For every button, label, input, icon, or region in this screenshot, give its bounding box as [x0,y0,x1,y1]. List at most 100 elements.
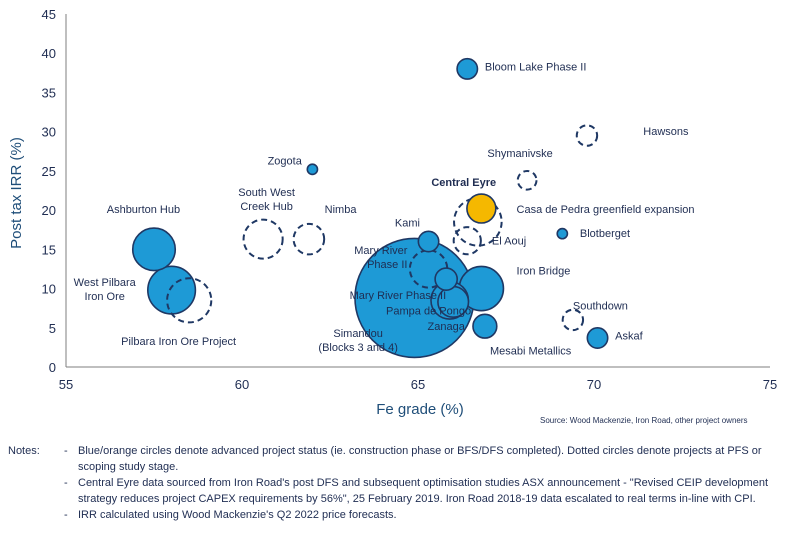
point-label-line: El Aouj [492,236,526,248]
point-label: Southdown [573,301,628,313]
point-labels: Bloom Lake Phase II Hawsons Zogota Shymaniv… [74,61,695,357]
point-label: West Pilbara Iron Ore [74,277,137,303]
y-tick-label: 15 [42,242,56,257]
point-label-line: Creek Hub [240,201,293,213]
point-label-line: Phase II [367,259,407,271]
point-label: Mesabi Metallics [490,345,572,357]
bubble-shymanivske-3 [516,169,538,191]
point-label: Bloom Lake Phase II [485,61,587,73]
point-label-line: Casa de Pedra greenfield expansion [517,204,695,216]
bubble-west-pilbara-iron-ore-15 [147,265,197,315]
note-dash: - [64,445,68,457]
bubble-hawsons-1 [575,124,599,147]
x-tick-label: 70 [587,377,601,392]
notes-list: - Blue/orange circles denote advanced pro… [64,443,794,523]
point-label: Iron Bridge [517,265,571,277]
point-label: Zanaga [428,321,466,333]
axes [65,14,770,368]
bubble-el-aouj-9 [452,226,482,256]
point-label-line: Blotberget [580,228,630,240]
point-label: Simandou (Blocks 3 and 4) [318,328,397,354]
point-label: Hawsons [643,126,689,138]
point-label: Central Eyre [431,177,496,189]
point-label: Nimba [325,204,358,216]
point-label-line: Kami [395,218,420,230]
source-note: Source: Wood Mackenzie, Iron Road, other… [540,416,748,425]
bubble-zogota-2 [306,163,319,176]
y-tick-label: 30 [42,125,56,140]
point-label-line: Nimba [325,204,358,216]
note-text: Blue/orange circles denote advanced proj… [78,445,762,473]
y-tick-label: 5 [49,321,56,336]
note-dash: - [64,509,68,521]
point-label-line: Askaf [615,331,643,343]
point-label: Ashburton Hub [107,204,180,216]
point-label-line: Mary River Phase II [350,290,447,302]
x-tick-label: 60 [235,377,249,392]
point-label: El Aouj [492,236,526,248]
tick-labels: 55 60 65 70 75 0 5 10 15 20 25 30 35 40 45 [42,7,778,392]
point-label-line: Central Eyre [431,177,496,189]
bubble-central-eyre-4 [466,193,497,224]
point-label-line: Shymanivske [487,148,552,160]
bubble-blotberget-10 [556,227,569,240]
point-label: Pilbara Iron Ore Project [121,336,236,348]
point-label: Zogota [268,156,303,168]
y-tick-label: 0 [49,360,56,375]
point-label-line: Pilbara Iron Ore Project [121,336,236,348]
bubble-chart: 55 60 65 70 75 0 5 10 15 20 25 30 35 40 45 Bloom Lake … [8,7,778,418]
point-label-line: Bloom Lake Phase II [485,61,587,73]
point-label: Kami [395,218,420,230]
bubble-ashburton-hub-11 [131,227,177,272]
point-label: Blotberget [580,228,630,240]
x-tick-label: 65 [411,377,425,392]
point-label-line: Hawsons [643,126,689,138]
bubble-mary-river-phase-ii-13 [434,267,459,291]
x-axis-title: Fe grade (%) [376,401,464,418]
point-label: South West Creek Hub [238,187,295,213]
bubble-nimba-7 [292,222,326,256]
bubble-zanaga-20 [472,313,498,339]
y-tick-label: 25 [42,164,56,179]
x-tick-label: 55 [59,377,73,392]
y-tick-label: 20 [42,203,56,218]
notes-heading: Notes: [8,445,40,457]
bubble-kami-8 [417,230,440,253]
point-label-line: West Pilbara [74,277,137,289]
note-item: - IRR calculated using Wood Mackenzie's Q… [64,507,794,523]
point-label: Shymanivske [487,148,552,160]
y-axis-title: Post tax IRR (%) [8,137,25,249]
bubble-south-west-creek-hub-6 [242,218,284,260]
point-label: Casa de Pedra greenfield expansion [517,204,695,216]
point-label: Mary River Phase II [354,245,408,271]
point-label-line: South West [238,187,295,199]
note-dash: - [64,477,68,489]
point-label-line: Zogota [268,156,303,168]
bubble-bloom-lake-phase-ii-0 [456,57,479,80]
point-label: Askaf [615,331,643,343]
point-label-line: Zanaga [428,321,466,333]
point-label-line: Ashburton Hub [107,204,180,216]
note-text: IRR calculated using Wood Mackenzie's Q2… [78,509,397,521]
y-tick-label: 10 [42,282,56,297]
note-item: - Blue/orange circles denote advanced pro… [64,443,794,475]
note-item: - Central Eyre data sourced from Iron Roa… [64,475,794,507]
bubble-askaf-21 [586,326,609,349]
point-label-line: Iron Ore [85,291,125,303]
y-tick-label: 45 [42,7,56,22]
point-label-line: Pampa de Pongo [386,305,471,317]
point-label-line: Iron Bridge [517,265,571,277]
bubble-pilbara-iron-ore-project-16 [166,277,213,324]
point-label-line: Simandou [333,328,383,340]
point-label: Mary River Phase II [350,290,447,302]
point-label-line: (Blocks 3 and 4) [318,342,397,354]
note-text: Central Eyre data sourced from Iron Road… [78,477,769,505]
bubbles [131,57,609,359]
y-tick-label: 40 [42,46,56,61]
point-label-line: Mary River [354,245,408,257]
point-label-line: Southdown [573,301,628,313]
y-tick-label: 35 [42,85,56,100]
bubble-southdown-19 [561,308,585,332]
point-label-line: Mesabi Metallics [490,345,572,357]
x-tick-label: 75 [763,377,777,392]
